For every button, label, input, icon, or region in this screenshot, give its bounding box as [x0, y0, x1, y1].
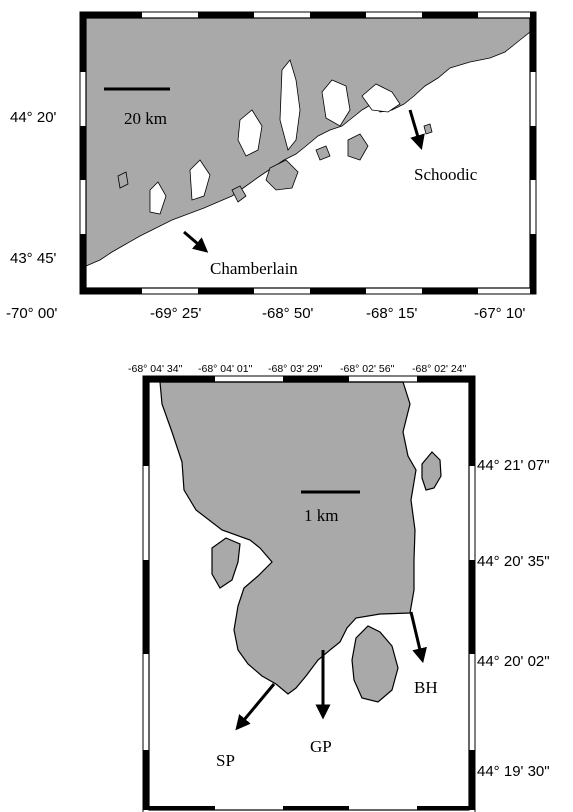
top-map-lon-label: -70° 00' — [6, 305, 58, 322]
bottom-map-island — [211, 537, 241, 589]
top-map-island — [117, 171, 129, 189]
bottom-map-island — [351, 625, 399, 703]
top-map: 20 km Schoodic Chamberlain 44° 20' 43° 4… — [6, 11, 537, 322]
top-map-bay — [361, 83, 401, 113]
top-map-lon-label: -69° 25' — [150, 305, 202, 322]
top-map-island — [265, 159, 299, 191]
top-map-lat-label: 43° 45' — [10, 250, 57, 267]
chamberlain-arrow — [183, 230, 209, 253]
top-map-island — [423, 123, 433, 135]
bottom-map-island — [421, 451, 442, 491]
chamberlain-label: Chamberlain — [210, 259, 298, 278]
top-map-lon-label: -68° 50' — [262, 305, 314, 322]
bottom-map-lat-label: 44° 20' 35" — [477, 553, 550, 570]
bottom-map-lat-label: 44° 20' 02" — [477, 653, 550, 670]
bottom-map-scale-label: 1 km — [304, 506, 338, 525]
top-map-bay — [149, 181, 167, 215]
sp-arrow — [235, 683, 276, 731]
bottom-map-lon-label: -68° 02' 24" — [412, 363, 467, 375]
top-map-frame-ticks — [80, 12, 536, 294]
bottom-map-lon-label: -68° 04' 01" — [198, 363, 253, 375]
top-map-island — [231, 185, 247, 203]
top-map-island — [315, 145, 331, 161]
top-map-bay — [189, 159, 211, 201]
bottom-map-frame-ticks — [143, 376, 475, 810]
top-map-coastline — [85, 17, 531, 267]
top-map-lon-label: -68° 15' — [366, 305, 418, 322]
schoodic-label: Schoodic — [414, 165, 478, 184]
top-map-lat-label: 44° 20' — [10, 109, 57, 126]
top-map-scale-label: 20 km — [124, 109, 167, 128]
top-map-island — [347, 133, 369, 161]
gp-label: GP — [310, 737, 332, 756]
bottom-map-peninsula — [159, 381, 417, 695]
bottom-map-lon-label: -68° 02' 56" — [340, 363, 395, 375]
bottom-map-lon-label: -68° 03' 29" — [268, 363, 323, 375]
top-map-bay — [279, 59, 301, 151]
sp-label: SP — [216, 751, 235, 770]
schoodic-arrow — [408, 109, 425, 150]
bottom-map-lon-label: -68° 04' 34" — [128, 363, 183, 375]
top-map-lon-label: -67° 10' — [474, 305, 526, 322]
bh-label: BH — [414, 678, 438, 697]
bottom-map-lat-label: 44° 19' 30" — [477, 763, 550, 780]
top-map-bay — [321, 79, 351, 127]
bh-arrow — [409, 611, 427, 664]
bottom-map-lat-label: 44° 21' 07" — [477, 457, 550, 474]
bottom-map: -68° 04' 34" -68° 04' 01" -68° 03' 29" -… — [128, 363, 550, 812]
top-map-bay — [237, 109, 263, 157]
